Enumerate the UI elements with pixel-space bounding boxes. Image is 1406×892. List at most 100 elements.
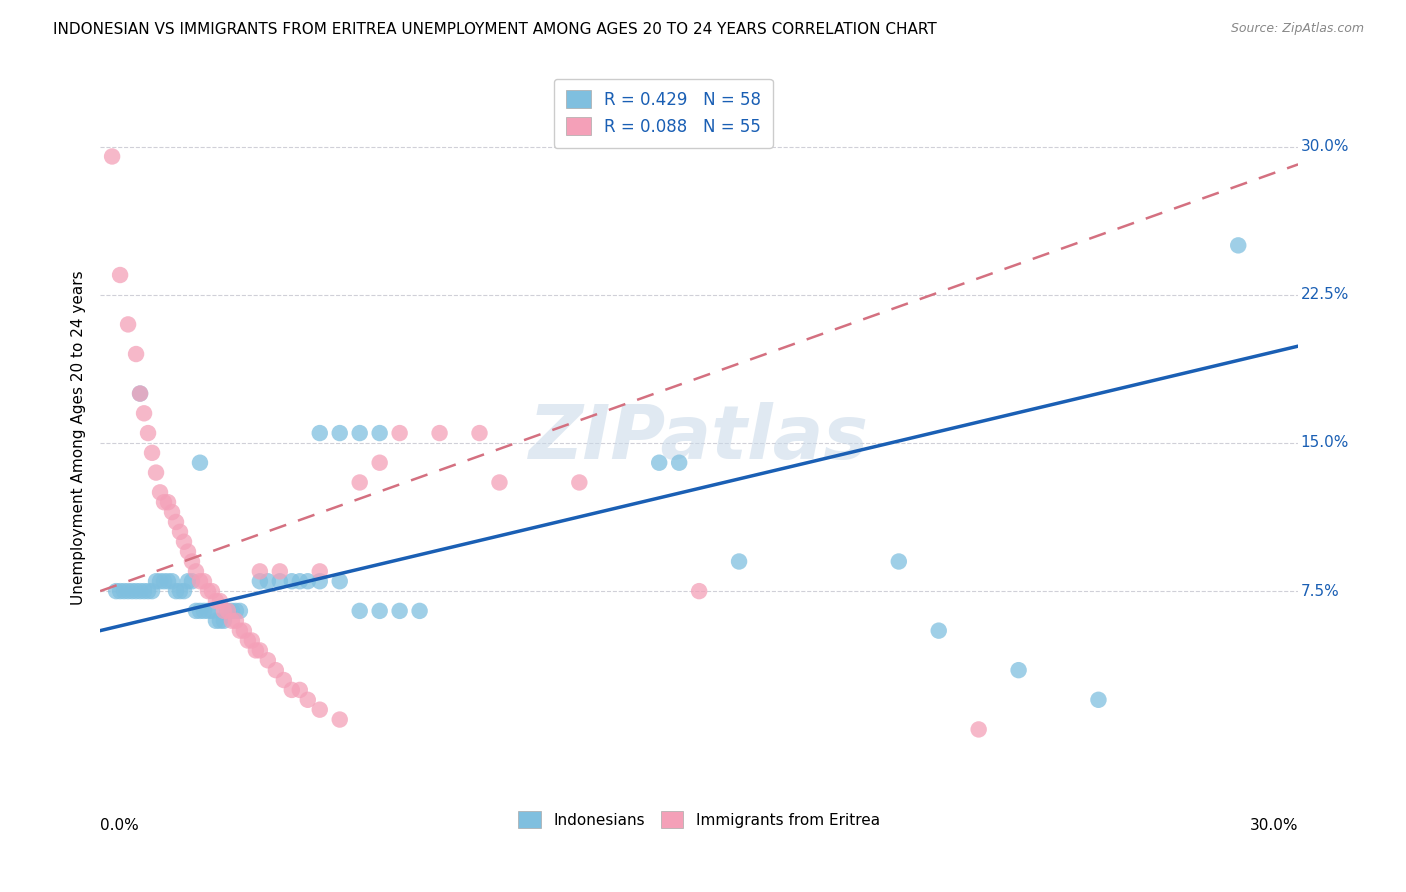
Point — [308, 426, 330, 441]
Point — [308, 565, 330, 579]
Point — [188, 574, 211, 589]
Point — [177, 574, 200, 589]
Point — [141, 584, 163, 599]
Point — [1087, 693, 1109, 707]
Point — [329, 426, 352, 441]
Point — [269, 565, 291, 579]
Point — [201, 604, 224, 618]
Point — [188, 604, 211, 618]
Point — [212, 614, 235, 628]
Point — [188, 456, 211, 470]
Text: 7.5%: 7.5% — [1301, 583, 1340, 599]
Point — [349, 426, 371, 441]
Point — [129, 584, 152, 599]
Point — [117, 318, 139, 332]
Point — [160, 505, 183, 519]
Point — [297, 693, 319, 707]
Y-axis label: Unemployment Among Ages 20 to 24 years: Unemployment Among Ages 20 to 24 years — [72, 270, 86, 606]
Point — [297, 574, 319, 589]
Point — [208, 614, 231, 628]
Text: Source: ZipAtlas.com: Source: ZipAtlas.com — [1230, 22, 1364, 36]
Point — [257, 574, 280, 589]
Point — [165, 515, 187, 529]
Point — [264, 663, 287, 677]
Text: 30.0%: 30.0% — [1301, 139, 1348, 154]
Point — [193, 604, 215, 618]
Point — [232, 624, 254, 638]
Text: 30.0%: 30.0% — [1250, 818, 1298, 833]
Point — [153, 495, 176, 509]
Point — [169, 524, 191, 539]
Point — [132, 406, 155, 420]
Point — [184, 604, 207, 618]
Point — [145, 574, 167, 589]
Text: INDONESIAN VS IMMIGRANTS FROM ERITREA UNEMPLOYMENT AMONG AGES 20 TO 24 YEARS COR: INDONESIAN VS IMMIGRANTS FROM ERITREA UN… — [53, 22, 938, 37]
Point — [349, 604, 371, 618]
Point — [129, 386, 152, 401]
Point — [173, 584, 195, 599]
Point — [181, 554, 204, 568]
Point — [217, 604, 239, 618]
Point — [349, 475, 371, 490]
Point — [229, 604, 252, 618]
Point — [249, 574, 271, 589]
Point — [108, 268, 131, 282]
Point — [153, 574, 176, 589]
Point — [368, 426, 391, 441]
Point — [165, 584, 187, 599]
Point — [156, 495, 179, 509]
Point — [468, 426, 491, 441]
Point — [281, 574, 304, 589]
Point — [156, 574, 179, 589]
Point — [141, 446, 163, 460]
Point — [236, 633, 259, 648]
Point — [229, 624, 252, 638]
Point — [368, 456, 391, 470]
Point — [101, 149, 124, 163]
Point — [205, 614, 228, 628]
Point — [173, 534, 195, 549]
Point — [429, 426, 451, 441]
Point — [368, 604, 391, 618]
Point — [308, 703, 330, 717]
Text: 22.5%: 22.5% — [1301, 287, 1348, 302]
Point — [1007, 663, 1029, 677]
Point — [388, 426, 411, 441]
Point — [201, 584, 224, 599]
Point — [221, 614, 243, 628]
Point — [288, 574, 311, 589]
Point — [149, 574, 172, 589]
Text: 0.0%: 0.0% — [100, 818, 139, 833]
Point — [105, 584, 128, 599]
Point — [269, 574, 291, 589]
Point — [288, 682, 311, 697]
Point — [121, 584, 143, 599]
Point — [177, 544, 200, 558]
Point — [145, 466, 167, 480]
Point — [136, 426, 159, 441]
Text: ZIPatlas: ZIPatlas — [529, 401, 869, 475]
Point — [281, 682, 304, 697]
Point — [217, 604, 239, 618]
Point — [129, 386, 152, 401]
Point — [197, 604, 219, 618]
Point — [132, 584, 155, 599]
Point — [967, 723, 990, 737]
Point — [329, 713, 352, 727]
Point — [728, 554, 751, 568]
Point — [240, 633, 263, 648]
Point — [488, 475, 510, 490]
Point — [136, 584, 159, 599]
Point — [648, 456, 671, 470]
Point — [181, 574, 204, 589]
Point — [225, 614, 247, 628]
Point — [112, 584, 135, 599]
Point — [225, 604, 247, 618]
Point — [197, 584, 219, 599]
Point — [184, 565, 207, 579]
Legend: Indonesians, Immigrants from Eritrea: Indonesians, Immigrants from Eritrea — [512, 805, 886, 834]
Point — [125, 347, 148, 361]
Point — [388, 604, 411, 618]
Point — [221, 604, 243, 618]
Point — [568, 475, 591, 490]
